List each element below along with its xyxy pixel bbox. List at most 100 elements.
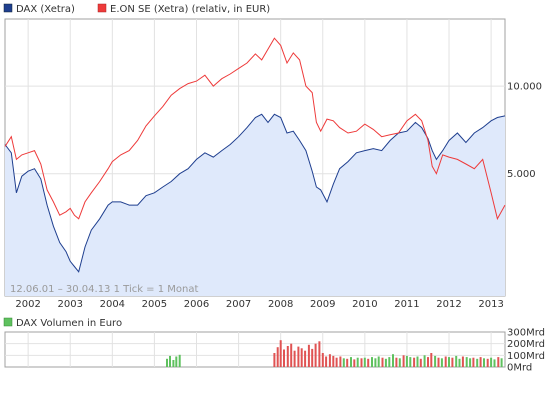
volume-bar (342, 358, 345, 368)
volume-bar (273, 353, 276, 367)
main-chart: DAX (Xetra) E.ON SE (Xetra) (relativ, in… (3, 3, 542, 310)
volume-bar (374, 358, 377, 368)
volume-bar (325, 356, 328, 367)
volume-bar (381, 357, 384, 367)
legend-swatch-eon (97, 3, 107, 13)
volume-chart: DAX Volumen in Euro 0Mrd100Mrd200Mrd300M… (3, 317, 545, 374)
volume-bar (434, 355, 437, 367)
volume-bar (430, 353, 433, 367)
volume-bar (388, 357, 391, 367)
volume-bar (367, 358, 370, 367)
volume-bar (465, 357, 468, 367)
volume-bar (500, 358, 503, 368)
volume-bar (486, 358, 489, 367)
volume-bar (178, 354, 181, 368)
volume-bar (293, 350, 296, 367)
legend-swatch-dax (3, 3, 13, 13)
legend-swatch-volume (3, 317, 13, 327)
volume-bar (335, 357, 338, 367)
y-tick-1: 10.000 (507, 82, 542, 93)
volume-bar (476, 358, 479, 367)
legend-label-volume: DAX Volumen in Euro (16, 318, 122, 329)
main-legend: DAX (Xetra) E.ON SE (Xetra) (relativ, in… (3, 3, 270, 15)
vol-y-tick-2: 200Mrd (507, 339, 545, 350)
legend-label-eon: E.ON SE (Xetra) (relativ, in EUR) (110, 4, 270, 15)
dax-area (5, 114, 505, 296)
volume-bar (419, 358, 422, 367)
volume-bar (402, 355, 405, 367)
volume-bar (371, 357, 373, 367)
volume-bar (479, 357, 482, 367)
volume-bar (175, 356, 178, 367)
volume-bar (451, 357, 454, 367)
x-tick-2005: 2005 (142, 299, 167, 310)
volume-bar (297, 346, 300, 367)
volume-bar (469, 358, 472, 368)
volume-bar (283, 349, 285, 367)
volume-bar (416, 356, 419, 367)
volume-bar (328, 354, 331, 367)
volume-bar (384, 358, 387, 367)
vol-y-tick-0: 0Mrd (507, 363, 532, 374)
volume-bar (276, 347, 279, 367)
volume-bar (314, 343, 317, 367)
volume-bar (286, 346, 289, 367)
volume-bar (413, 357, 416, 367)
volume-plot-frame (4, 331, 506, 368)
volume-bar (172, 360, 175, 367)
volume-bar (437, 357, 440, 367)
volume-bar (166, 358, 168, 367)
vol-y-tick-1: 100Mrd (507, 351, 545, 362)
volume-bar (490, 357, 493, 367)
volume-bar (339, 356, 342, 367)
volume-bar (311, 348, 314, 367)
volume-bar (409, 357, 412, 367)
volume-bar (392, 354, 394, 367)
vol-y-tick-3: 300Mrd (507, 328, 545, 339)
y-tick-0: 5.000 (507, 169, 536, 180)
x-tick-2002: 2002 (15, 299, 40, 310)
volume-bar (346, 358, 349, 367)
volume-bar (304, 350, 307, 367)
dax-line (4, 113, 506, 273)
x-tick-2008: 2008 (268, 299, 293, 310)
eon-line (4, 37, 506, 221)
volume-bar (169, 355, 171, 367)
volume-bar (472, 357, 475, 367)
range-note: 12.06.01 – 30.04.13 1 Tick = 1 Monat (10, 284, 198, 295)
volume-bar (332, 355, 335, 367)
volume-bar (356, 357, 359, 367)
volume-bar (395, 357, 398, 367)
x-tick-2012: 2012 (436, 299, 461, 310)
volume-bar (444, 356, 447, 367)
volume-bar (350, 357, 352, 367)
volume-bar (353, 359, 356, 367)
volume-bar (497, 357, 500, 367)
volume-bar (377, 356, 380, 367)
volume-bar (458, 358, 461, 367)
legend-label-dax: DAX (Xetra) (16, 4, 75, 15)
volume-bar (423, 355, 426, 367)
volume-bar (398, 358, 401, 368)
volume-bar (448, 357, 450, 367)
x-tick-2003: 2003 (58, 299, 83, 310)
x-tick-2010: 2010 (352, 299, 377, 310)
volume-bar (405, 355, 408, 367)
x-tick-2013: 2013 (478, 299, 503, 310)
volume-bar (307, 344, 310, 367)
x-tick-2009: 2009 (310, 299, 335, 310)
x-tick-2007: 2007 (226, 299, 251, 310)
volume-bars (166, 340, 503, 368)
main-x-tick-labels: 2002 2003 2004 2005 2006 2007 2008 2009 2010 2011… (15, 299, 503, 310)
volume-bar (440, 358, 443, 368)
volume-bar (321, 353, 324, 367)
main-y-tick-labels: 5.000 10.000 (507, 82, 542, 181)
volume-bar (461, 356, 464, 367)
x-tick-2006: 2006 (184, 299, 209, 310)
volume-bar (279, 340, 282, 367)
volume-bar (493, 359, 496, 367)
volume-bar (427, 357, 429, 367)
x-tick-2004: 2004 (100, 299, 125, 310)
